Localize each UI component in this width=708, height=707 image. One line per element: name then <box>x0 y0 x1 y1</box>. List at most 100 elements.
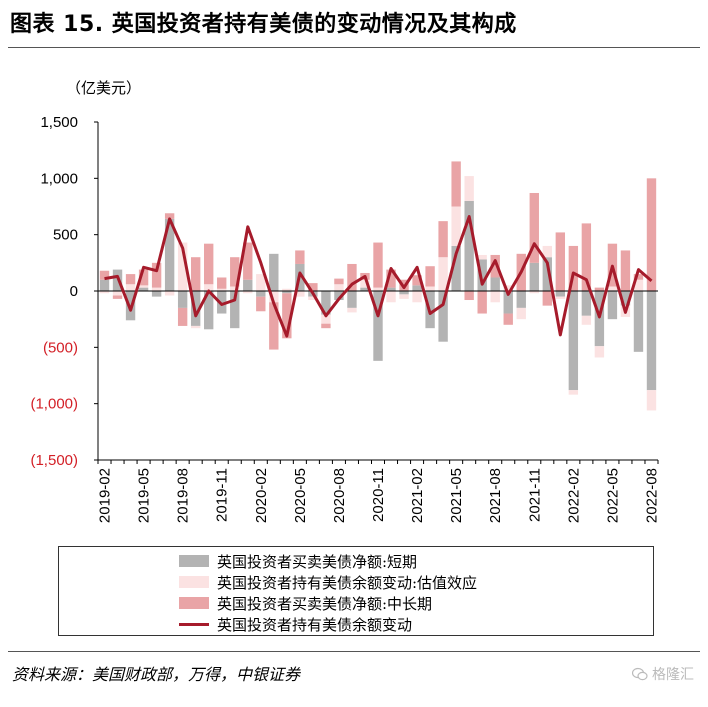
bar-long-term <box>138 269 149 286</box>
bar-short-term <box>620 291 631 306</box>
bar-long-term <box>646 178 657 291</box>
bar-valuation <box>360 279 370 288</box>
source-divider <box>8 651 700 652</box>
bar-long-term <box>464 291 474 301</box>
bar-long-term <box>425 266 435 287</box>
legend-item-total: 英国投资者持有美债余额变动 <box>179 615 412 634</box>
bar-short-term <box>438 291 448 342</box>
bar-short-term <box>477 259 487 291</box>
legend-swatch-long-term <box>179 597 209 609</box>
bar-long-term <box>99 270 110 280</box>
x-tick-label: 2019-08 <box>175 468 192 523</box>
bar-long-term <box>190 257 201 291</box>
bar-valuation <box>594 346 605 358</box>
bar-long-term <box>581 223 592 291</box>
x-tick-label: 2021-02 <box>409 468 426 523</box>
x-tick-label: 2020-11 <box>370 468 387 522</box>
bar-short-term <box>490 277 500 291</box>
bar-long-term <box>373 242 383 288</box>
bar-short-term <box>529 262 539 291</box>
bar-short-term <box>177 291 188 308</box>
bar-long-term <box>490 254 500 278</box>
bar-short-term <box>347 291 357 308</box>
bar-short-term <box>282 291 292 294</box>
bar-valuation <box>555 296 566 299</box>
bar-valuation <box>243 291 253 294</box>
bar-short-term <box>386 287 396 291</box>
y-axis-unit-label: （亿美元） <box>66 79 142 97</box>
bar-short-term <box>451 245 461 291</box>
bar-long-term <box>568 245 579 291</box>
legend-label-valuation: 英国投资者持有美债余额变动:估值效应 <box>217 573 478 592</box>
bar-valuation <box>425 286 435 291</box>
bar-long-term <box>555 232 566 291</box>
bar-valuation <box>451 206 461 246</box>
bar-short-term <box>399 291 409 295</box>
bar-short-term <box>269 253 279 291</box>
x-tick-label: 2020-02 <box>253 468 270 523</box>
bar-long-term <box>451 161 461 207</box>
chart-canvas: 1,500 1,000 500 0 (500) (1,000) (1,500) 2019-02… <box>30 114 660 523</box>
bar-short-term <box>334 291 344 301</box>
bar-valuation <box>190 325 201 329</box>
bar-long-term <box>529 192 539 263</box>
bar-short-term <box>646 291 657 391</box>
bar-short-term <box>230 291 240 329</box>
bar-valuation <box>217 288 227 291</box>
bar-valuation <box>412 291 422 303</box>
bar-long-term <box>503 313 513 325</box>
x-tick-label: 2022-08 <box>643 468 660 523</box>
bar-long-term <box>438 221 448 258</box>
bar-long-term <box>282 293 292 339</box>
bar-valuation <box>256 274 266 291</box>
bar-valuation <box>542 245 552 258</box>
bar-long-term <box>256 296 266 312</box>
bar-valuation <box>607 286 618 291</box>
bar-short-term <box>164 218 175 291</box>
bar-long-term <box>308 283 318 291</box>
y-tick-label: (1,000) <box>30 396 78 413</box>
x-tick-label: 2022-05 <box>604 468 621 523</box>
bar-valuation <box>125 284 136 291</box>
bar-long-term <box>412 275 422 286</box>
bar-short-term <box>412 285 422 291</box>
bar-valuation <box>477 254 487 260</box>
bar-long-term <box>386 269 396 288</box>
bar-short-term <box>464 200 474 291</box>
bar-long-term <box>204 243 214 285</box>
bar-valuation <box>529 291 539 294</box>
bar-valuation <box>633 279 644 291</box>
bar-long-term <box>217 277 227 289</box>
bar-short-term <box>542 257 552 291</box>
bar-long-term <box>477 291 487 314</box>
bar-short-term <box>151 291 162 297</box>
bar-long-term <box>243 242 253 280</box>
bar-valuation <box>230 286 240 291</box>
bar-long-term <box>230 257 240 287</box>
x-tick-label: 2020-05 <box>292 468 309 523</box>
bar-valuation <box>516 307 526 320</box>
bar-valuation <box>99 291 110 294</box>
x-tick-label: 2019-11 <box>214 468 231 522</box>
bar-long-term <box>125 274 136 285</box>
bar-short-term <box>99 279 110 291</box>
bar-long-term <box>347 263 357 291</box>
bar-valuation <box>177 242 188 291</box>
bar-long-term <box>112 295 123 299</box>
bar-short-term <box>360 287 370 291</box>
bar-long-term <box>542 291 552 306</box>
bar-short-term <box>243 279 253 291</box>
x-tick-label: 2020-08 <box>331 468 348 523</box>
legend-label-long-term: 英国投资者买卖美债净额:中长期 <box>217 594 433 613</box>
bar-long-term <box>164 213 175 219</box>
bar-long-term <box>620 250 631 291</box>
bar-valuation <box>151 287 162 291</box>
y-tick-label: (1,500) <box>30 452 78 469</box>
y-tick-label: 1,500 <box>40 114 78 131</box>
watermark-text: 格隆汇 <box>652 666 694 682</box>
chart-legend: 英国投资者买卖美债净额:短期 英国投资者持有美债余额变动:估值效应 英国投资者买… <box>58 546 654 636</box>
bar-short-term <box>633 291 644 352</box>
chart-title: 图表 15. 英国投资者持有美债的变动情况及其构成 <box>10 12 517 37</box>
bar-short-term <box>256 291 266 297</box>
bar-valuation <box>646 390 657 411</box>
